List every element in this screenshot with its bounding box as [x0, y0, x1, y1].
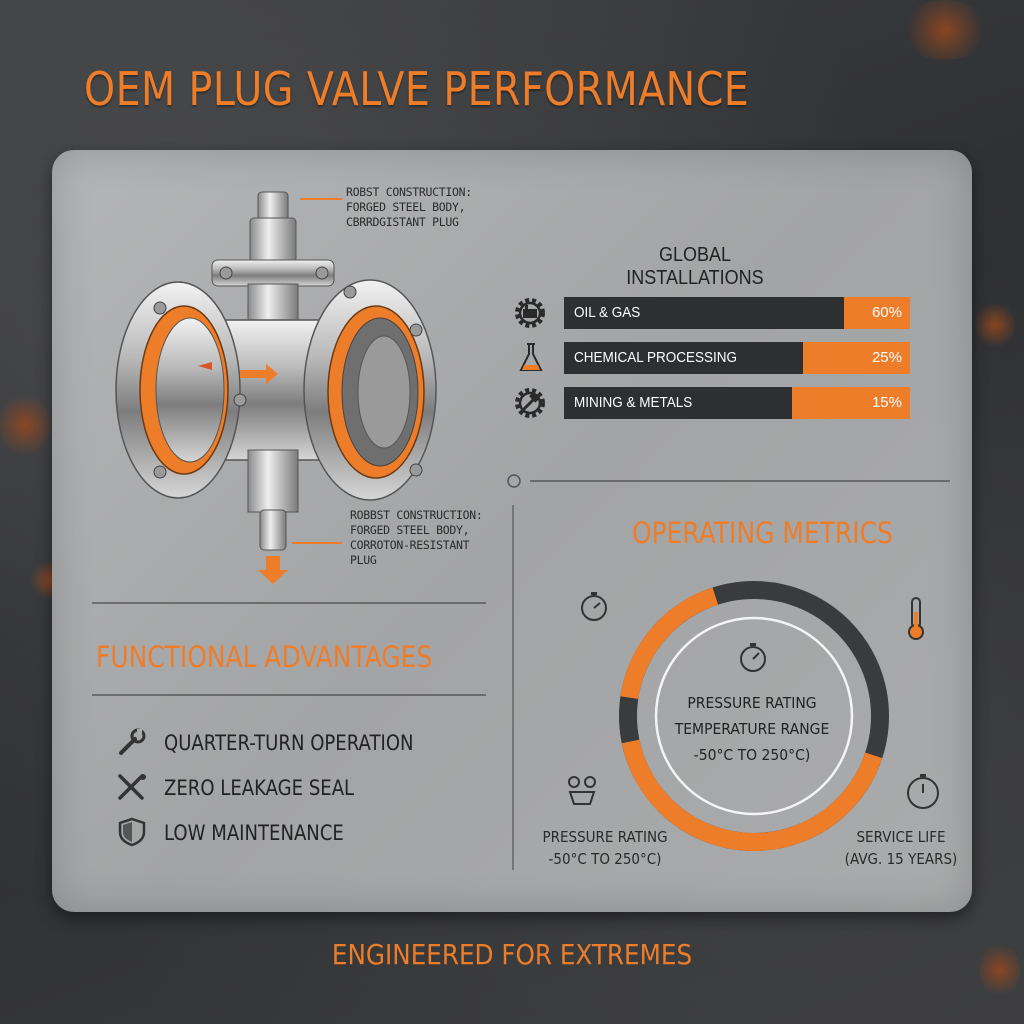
gauge-icon [740, 643, 766, 672]
callout-top-line: ROBST CONSTRUCTION: [346, 185, 472, 199]
metric-line: PRESSURE RATING [542, 828, 668, 846]
installations-title: GLOBAL INSTALLATIONS [626, 244, 764, 289]
rust-spot [900, 0, 990, 60]
page-title: OEM PLUG VALVE PERFORMANCE [84, 62, 750, 116]
callout-line-bottom [292, 542, 342, 544]
ring-segment-orange [619, 581, 889, 851]
divider-line [92, 602, 486, 604]
callout-bottom-line: PLUG [350, 553, 377, 567]
bar-track: OIL & GAS 60% [564, 297, 910, 329]
shield-icon [118, 817, 146, 847]
thermometer-icon [908, 597, 924, 640]
callout-bottom-line: FORGED STEEL BODY, [350, 523, 470, 537]
gear-factory-icon [515, 298, 545, 328]
divider-line [92, 694, 486, 696]
callout-top: ROBST CONSTRUCTION: FORGED STEEL BODY, C… [346, 185, 472, 230]
rust-spot [980, 940, 1020, 1000]
bar-label: OIL & GAS [574, 304, 641, 321]
main-panel [52, 150, 972, 912]
advantage-label: ZERO LEAKAGE SEAL [164, 776, 355, 800]
installation-bar: CHEMICAL PROCESSING 25% [506, 341, 916, 375]
advantages-title: FUNCTIONAL ADVANTAGES [96, 640, 433, 674]
divider-knob [507, 474, 521, 488]
metric-line: SERVICE LIFE [856, 828, 946, 846]
callout-top-line: CBRRDGISTANT PLUG [346, 215, 459, 229]
callout-bottom-line: ROBBST CONSTRUCTION: [350, 508, 483, 522]
metric-bottom-right: SERVICE LIFE (AVG. 15 YEARS) [843, 826, 960, 870]
wrench-icon [119, 728, 146, 755]
plug-valve-illustration [115, 191, 437, 584]
divider-line [512, 505, 514, 870]
bar-value: 60% [871, 304, 902, 321]
bar-value: 15% [871, 394, 902, 411]
center-line: TEMPERATURE RANGE [674, 720, 830, 738]
stopwatch-icon [581, 592, 607, 621]
callout-line-top [300, 198, 342, 200]
timer-icon [907, 774, 939, 809]
advantage-label: LOW MAINTENANCE [164, 821, 344, 845]
advantage-item: ZERO LEAKAGE SEAL [116, 772, 456, 802]
callout-bottom: ROBBST CONSTRUCTION: FORGED STEEL BODY, … [350, 508, 483, 568]
center-line: -50°C TO 250°C) [693, 746, 811, 764]
bar-track: CHEMICAL PROCESSING 25% [564, 342, 910, 374]
bar-label: CHEMICAL PROCESSING [574, 349, 738, 366]
bar-value: 25% [871, 349, 902, 366]
metrics-title: OPERATING METRICS [632, 516, 893, 550]
installation-bar: OIL & GAS 60% [506, 296, 916, 330]
center-line: PRESSURE RATING [687, 694, 817, 712]
bar-fill [792, 387, 910, 419]
metric-line: (AVG. 15 YEARS) [844, 850, 958, 868]
callout-top-line: FORGED STEEL BODY, [346, 200, 466, 214]
installation-bar: MINING & METALS 15% [506, 386, 916, 420]
divider-line [530, 480, 950, 482]
flask-icon [519, 343, 543, 371]
crossed-tools-icon [118, 774, 146, 800]
bar-fill [844, 297, 910, 329]
metric-bottom-left: PRESSURE RATING -50°C TO 250°C) [538, 826, 673, 870]
footer-tagline: ENGINEERED FOR EXTREMES [331, 938, 693, 971]
advantage-item: QUARTER-TURN OPERATION [116, 727, 456, 757]
ring-center-text: PRESSURE RATING TEMPERATURE RANGE -50°C … [673, 690, 831, 768]
pump-icon [568, 776, 596, 805]
bar-label: MINING & METALS [574, 394, 693, 411]
bar-track: MINING & METALS 15% [564, 387, 910, 419]
gear-hammer-icon [515, 388, 545, 418]
callout-bottom-line: CORROTON-RESISTANT [350, 538, 470, 552]
advantage-label: QUARTER-TURN OPERATION [164, 731, 414, 755]
metric-line: -50°C TO 250°C) [548, 850, 662, 868]
bar-fill [802, 342, 910, 374]
rust-spot [975, 300, 1015, 350]
advantage-item: LOW MAINTENANCE [116, 817, 456, 847]
metrics-ring [619, 581, 889, 851]
rust-spot [0, 390, 50, 460]
